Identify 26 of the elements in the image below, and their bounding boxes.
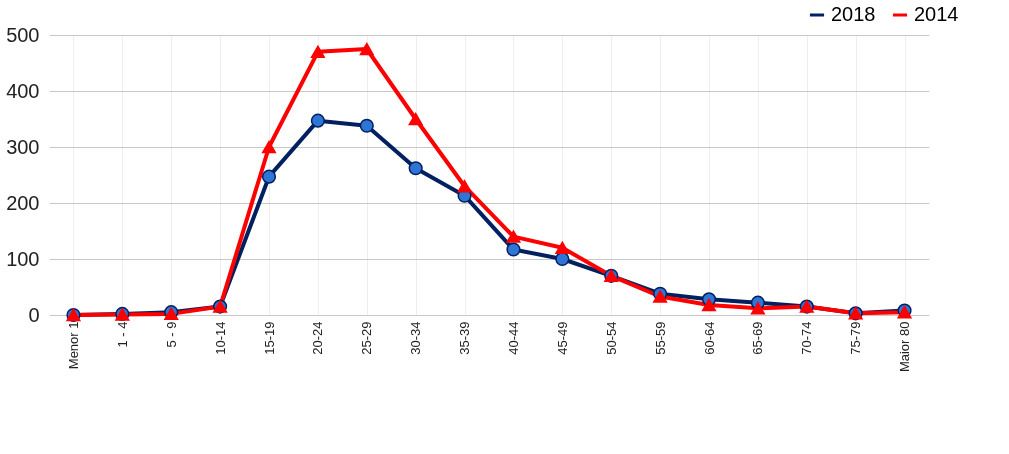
x-tick-label: 35-39 [457,321,473,355]
x-tick-label: 1 - 4 [114,321,130,348]
x-tick-label: 55-59 [652,321,668,355]
x-tick-label: 10-14 [212,321,228,355]
y-tick-label: 400 [6,79,40,102]
x-tick-label: 60-64 [701,321,717,355]
x-tick-label: 40-44 [505,321,521,355]
x-tick-label: 45-49 [554,321,570,355]
legend-label: 2014 [914,3,959,25]
x-tick-label: 25-29 [359,321,375,355]
x-tick-label: 20-24 [310,321,326,355]
x-tick-label: 75-79 [848,321,864,355]
y-tick-label: 100 [6,247,40,270]
x-tick-label: 65-69 [750,321,766,355]
x-tick-label: 5 - 9 [163,321,179,348]
x-tick-label: 50-54 [603,321,619,355]
x-tick-label: 70-74 [799,321,815,355]
y-tick-label: 300 [6,135,40,158]
x-tick-label: Maior 80 [897,321,913,373]
y-tick-label: 0 [28,303,40,326]
legend-label: 2018 [831,3,876,25]
x-tick-label: 30-34 [408,321,424,355]
y-tick-label: 500 [6,23,40,46]
y-tick-label: 200 [6,191,40,214]
x-tick-label: Menor 1 [65,321,81,370]
x-tick-label: 15-19 [261,321,277,355]
